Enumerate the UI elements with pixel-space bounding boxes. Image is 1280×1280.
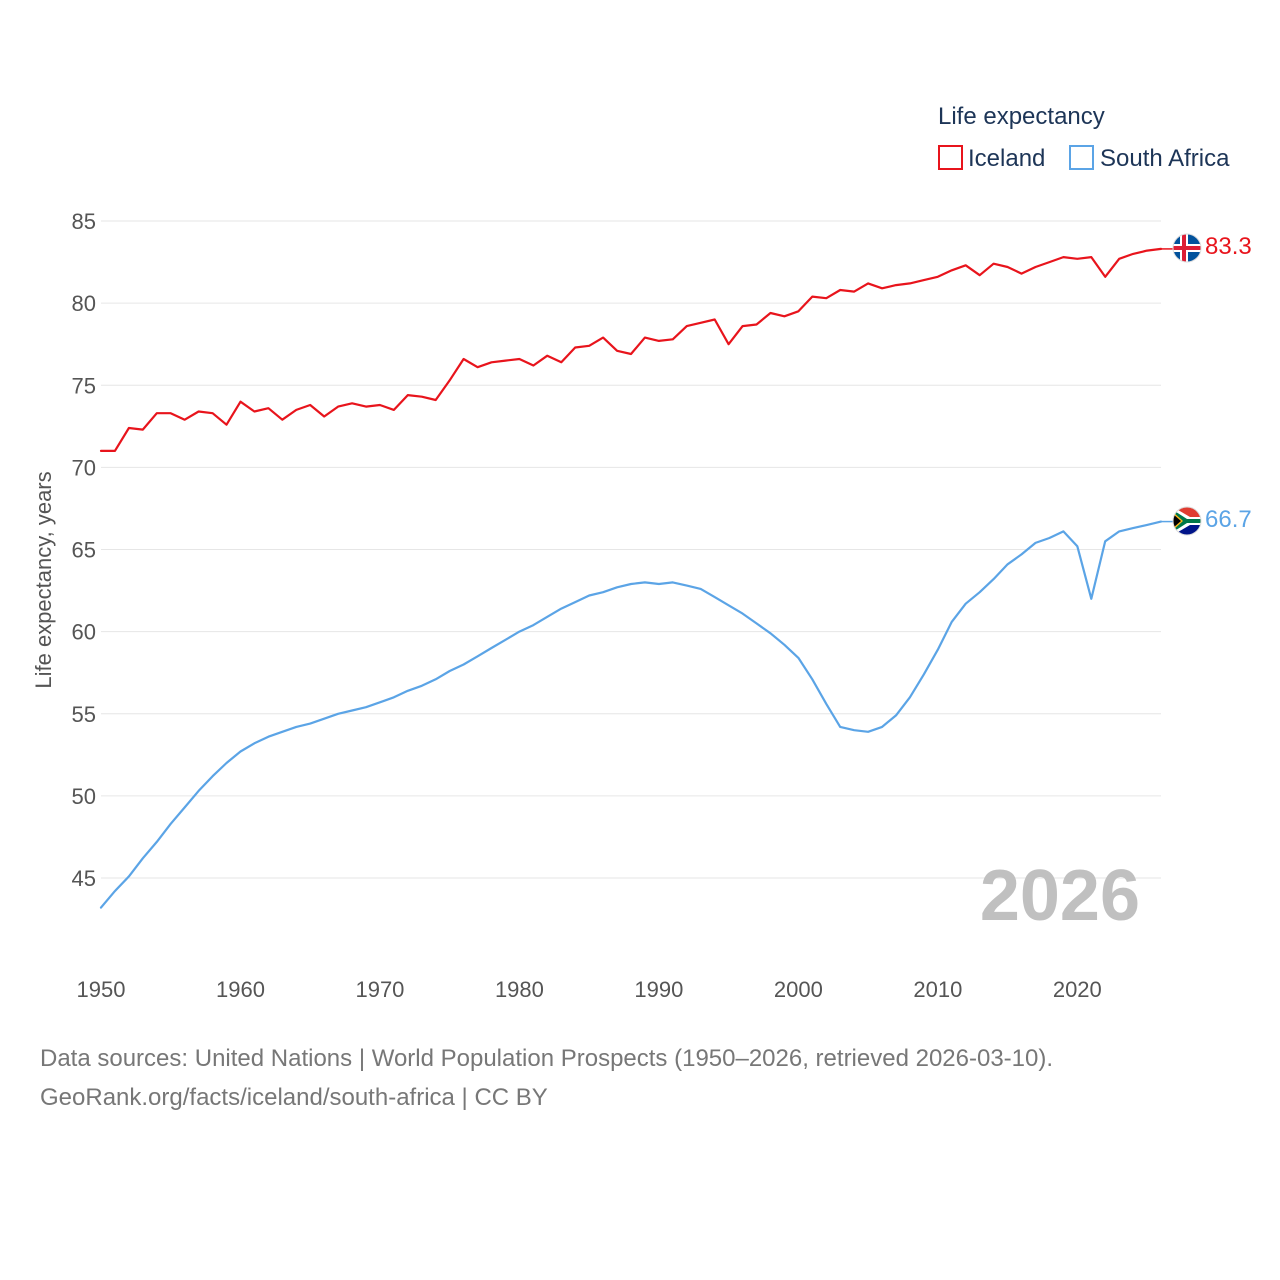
legend-swatch-south-africa — [1069, 145, 1094, 170]
y-axis-ticks: 45 50 55 60 65 70 75 80 85 — [72, 209, 96, 891]
x-tick-label-2000: 2000 — [774, 977, 823, 1002]
iceland-end-value: 83.3 — [1205, 233, 1252, 260]
series-line-south-africa — [99, 520, 1163, 909]
series-line-iceland — [99, 247, 1163, 452]
y-tick-label-50: 50 — [72, 784, 96, 809]
grid-lines — [101, 220, 1161, 879]
x-tick-label-1990: 1990 — [634, 977, 683, 1002]
x-tick-label-2010: 2010 — [913, 977, 962, 1002]
legend-item-iceland[interactable]: Iceland — [938, 145, 1045, 172]
x-tick-label-1970: 1970 — [355, 977, 404, 1002]
south-africa-end-value: 66.7 — [1205, 506, 1252, 533]
y-tick-label-85: 85 — [72, 209, 96, 234]
x-axis-ticks: 1950 1960 1970 1980 1990 2000 2010 2020 — [77, 977, 1102, 1002]
y-tick-label-75: 75 — [72, 373, 96, 398]
footer-sources: Data sources: United Nations | World Pop… — [40, 1045, 1054, 1072]
legend-label-iceland: Iceland — [968, 145, 1045, 172]
x-tick-label-1950: 1950 — [77, 977, 126, 1002]
y-tick-label-45: 45 — [72, 866, 96, 891]
x-tick-label-2020: 2020 — [1053, 977, 1102, 1002]
y-tick-label-55: 55 — [72, 702, 96, 727]
legend-item-south-africa[interactable]: South Africa — [1069, 145, 1230, 172]
legend: Life expectancy Iceland South Africa — [938, 103, 1230, 172]
legend-label-south-africa: South Africa — [1100, 145, 1230, 172]
south-africa-flag-icon — [1172, 506, 1202, 536]
y-tick-label-70: 70 — [72, 455, 96, 480]
series-lines — [99, 247, 1173, 909]
x-tick-label-1960: 1960 — [216, 977, 265, 1002]
current-year-label: 2026 — [980, 856, 1140, 936]
y-tick-label-60: 60 — [72, 620, 96, 645]
footer-attribution[interactable]: GeoRank.org/facts/iceland/south-africa |… — [40, 1084, 548, 1111]
y-axis-title: Life expectancy, years — [31, 471, 56, 688]
legend-title: Life expectancy — [938, 103, 1105, 130]
x-tick-label-1980: 1980 — [495, 977, 544, 1002]
legend-swatch-iceland — [938, 145, 963, 170]
y-tick-label-80: 80 — [72, 291, 96, 316]
iceland-flag-icon — [1172, 233, 1202, 263]
y-tick-label-65: 65 — [72, 538, 96, 563]
